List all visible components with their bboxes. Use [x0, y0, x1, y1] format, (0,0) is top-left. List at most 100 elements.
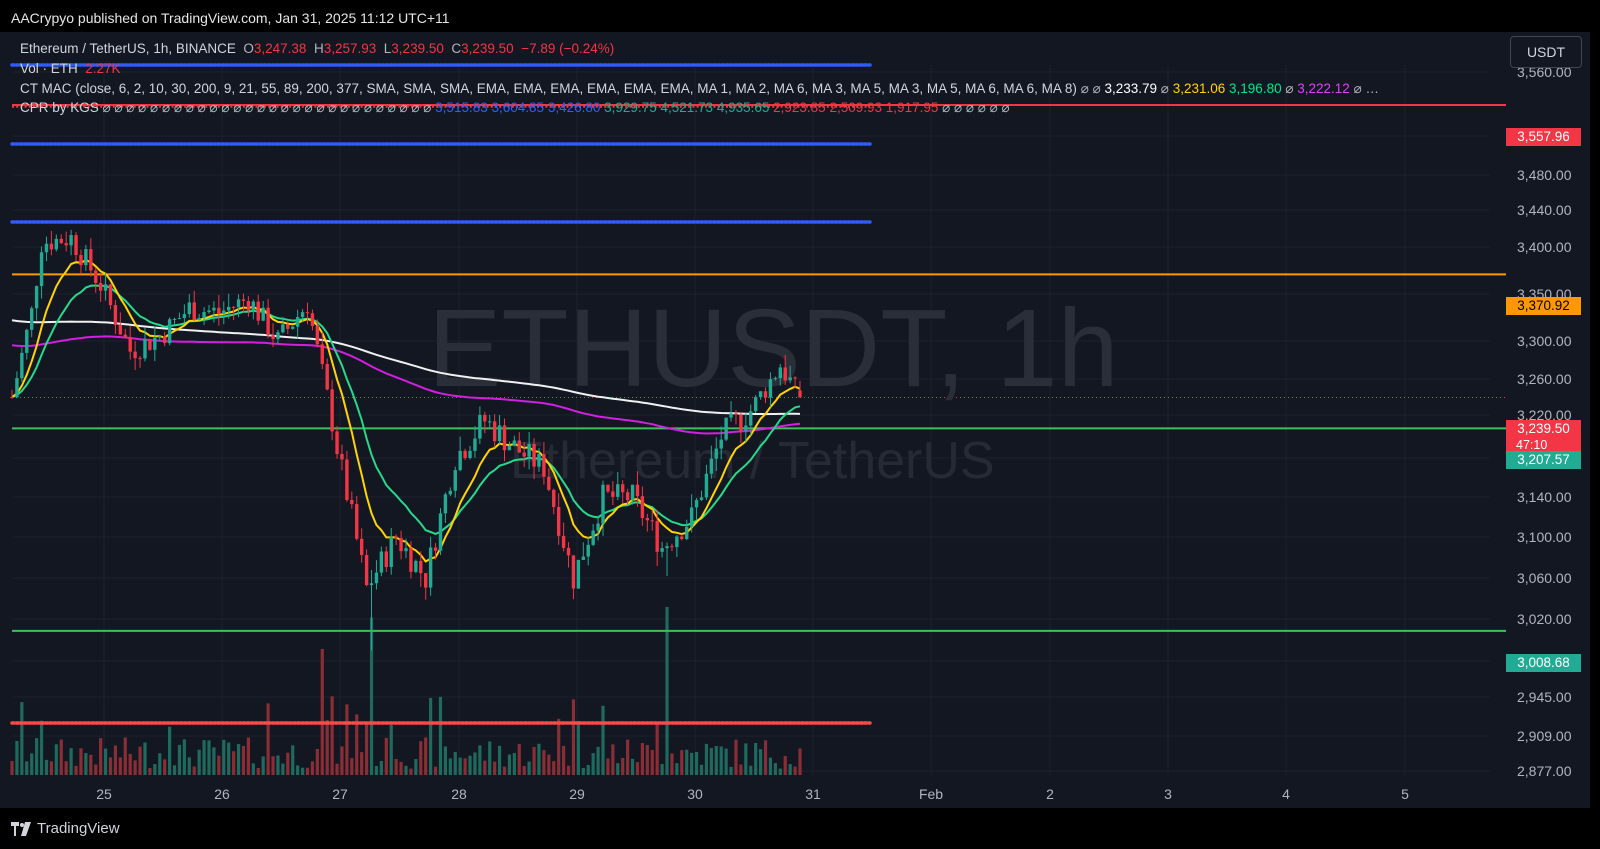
candle-body — [749, 411, 753, 426]
volume-bar — [621, 757, 625, 775]
candle-body — [714, 448, 718, 459]
candle-body — [59, 238, 63, 244]
candle-body — [108, 284, 113, 306]
volume-bar — [143, 742, 147, 775]
candle-body — [325, 363, 329, 390]
open-value: 3,247.38 — [253, 41, 307, 56]
candle-body — [335, 431, 339, 454]
y-tick-label: 2,909.00 — [1517, 728, 1572, 744]
volume-bar — [581, 767, 585, 775]
volume-bar — [626, 739, 630, 775]
candle-body — [473, 438, 477, 451]
volume-bar — [699, 764, 704, 775]
tradingview-logo[interactable]: TradingView — [11, 820, 120, 837]
volume-bar — [645, 745, 649, 775]
candle-body — [409, 548, 413, 572]
volume-bar — [133, 760, 137, 775]
volume-bar — [640, 743, 644, 775]
candle-body — [10, 397, 14, 398]
open-label: O — [243, 41, 254, 56]
candle-body — [734, 413, 738, 415]
candle-body — [84, 249, 88, 266]
candle-body — [192, 302, 196, 321]
candle-body — [793, 377, 797, 379]
volume-bar — [473, 752, 477, 775]
candle-body — [187, 302, 191, 315]
candle-body — [768, 379, 773, 398]
legend-cpr-line: CPR by KGS ⌀ ⌀ ⌀ ⌀ ⌀ ⌀ ⌀ ⌀ ⌀ ⌀ ⌀ ⌀ ⌀ ⌀ ⌀… — [20, 100, 1010, 116]
candle-body — [49, 243, 54, 250]
volume-bar — [429, 697, 433, 775]
tradingview-logo-icon — [11, 821, 31, 836]
ctmac-value-2: 3,231.06 — [1172, 81, 1226, 96]
legend-volume-line: Vol · ETH 2.27K — [20, 61, 121, 76]
candle-body — [561, 535, 566, 548]
x-tick-label: 4 — [1282, 786, 1290, 802]
volume-bar — [345, 704, 349, 775]
candle-body — [571, 555, 576, 589]
brand-name: TradingView — [37, 820, 120, 837]
candle-body — [537, 454, 541, 467]
candle-body — [507, 445, 512, 451]
volume-bar — [113, 745, 118, 775]
x-tick-label: Feb — [919, 786, 943, 802]
volume-bar — [586, 764, 590, 775]
candle-body — [424, 573, 428, 588]
volume-bar — [488, 741, 492, 775]
candle-body — [729, 413, 733, 418]
ctmac-value-3: 3,196.80 — [1229, 81, 1282, 96]
volume-bar — [138, 746, 142, 775]
candle-body — [611, 491, 615, 497]
volume-bar — [783, 755, 787, 775]
candle-body — [20, 352, 24, 379]
currency-button[interactable]: USDT — [1510, 36, 1582, 68]
publisher-header: AACrypyo published on TradingView.com, J… — [0, 0, 1600, 32]
candle-body — [497, 425, 502, 442]
volume-bar — [754, 742, 758, 775]
cpr-green-2: 4,521.73 — [660, 100, 714, 115]
chart-panel[interactable] — [0, 32, 1590, 808]
candle-body — [645, 517, 650, 521]
price-tag: 3,008.68 — [1506, 653, 1581, 672]
candle-body — [719, 439, 723, 449]
volume-bar — [89, 754, 93, 775]
candle-body — [310, 313, 315, 326]
volume-bar — [251, 763, 255, 775]
volume-bar — [256, 768, 260, 775]
x-tick-label: 26 — [214, 786, 230, 802]
volume-bar — [729, 766, 733, 775]
volume-bar — [507, 754, 512, 775]
volume-bar — [315, 748, 319, 775]
candle-body — [350, 499, 354, 505]
candle-body — [271, 335, 275, 340]
watermark-name: Ethereum / TetherUS — [510, 432, 995, 490]
candle-body — [635, 484, 640, 497]
volume-bar — [330, 696, 334, 775]
volume-bar — [305, 767, 310, 775]
candle-body — [542, 454, 546, 477]
volume-bar — [15, 741, 19, 775]
candle-body — [162, 336, 167, 344]
volume-bar — [739, 764, 743, 775]
candle-body — [315, 325, 320, 345]
price-chart[interactable]: ETHUSDT, 1h Ethereum / TetherUS 3,560.00… — [0, 32, 1590, 808]
candle-body — [778, 367, 782, 379]
volume-bar — [665, 607, 669, 775]
candle-body — [739, 414, 743, 431]
price-tag: 3,370.92 — [1506, 297, 1581, 316]
y-tick-label: 3,100.00 — [1517, 529, 1572, 545]
candle-body — [448, 490, 453, 495]
volume-bar — [724, 748, 728, 775]
na-icon: ⌀ — [1160, 81, 1169, 96]
candle-body — [89, 249, 93, 271]
volume-bar — [709, 747, 713, 775]
candle-body — [566, 547, 571, 556]
volume-bar — [635, 762, 640, 775]
volume-bar — [202, 740, 206, 775]
volume-bar — [49, 761, 53, 775]
y-tick-label: 3,300.00 — [1517, 333, 1572, 349]
legend-symbol-line: Ethereum / TetherUS, 1h, BINANCE O3,247.… — [20, 41, 614, 56]
candle-body — [364, 554, 369, 586]
candle-body — [394, 536, 398, 539]
x-tick-label: 31 — [805, 786, 821, 802]
